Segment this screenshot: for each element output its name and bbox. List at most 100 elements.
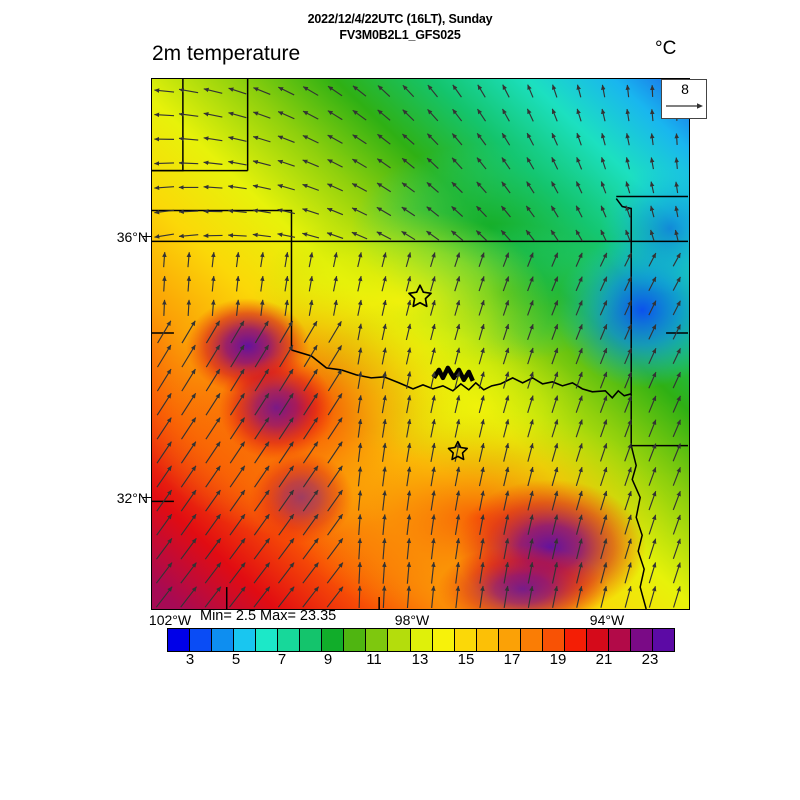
colorbar-swatch[interactable] [410, 629, 433, 651]
wind-vector [648, 562, 657, 584]
colorbar-swatch[interactable] [234, 629, 257, 651]
colorbar-swatch[interactable] [300, 629, 323, 651]
wind-vector [252, 232, 271, 238]
colorbar-swatch[interactable] [388, 629, 411, 651]
wind-vector [527, 419, 534, 438]
axis-label-lat-32: 32°N [116, 490, 148, 506]
wind-vector [476, 205, 487, 218]
wind-vector [210, 299, 216, 316]
wind-vector [302, 586, 320, 608]
wind-vector [430, 418, 436, 438]
wind-vector [575, 300, 583, 316]
wind-vector [381, 418, 387, 438]
wind-vector [303, 393, 319, 416]
colorbar-swatch[interactable] [366, 629, 389, 651]
colorbar-swatch[interactable] [542, 629, 565, 651]
wind-vector [479, 490, 485, 511]
wind-vector [600, 585, 608, 608]
wind-vector [401, 230, 416, 241]
wind-vector [599, 347, 608, 365]
wind-vector [672, 419, 681, 438]
colorbar-swatch[interactable] [256, 629, 279, 651]
colorbar-swatch[interactable] [278, 629, 301, 651]
wind-vector [327, 489, 343, 512]
wind-vector [451, 205, 464, 218]
colorbar-swatch[interactable] [520, 629, 543, 651]
wind-vector [527, 562, 534, 584]
wind-vector [551, 157, 559, 170]
axis-label-lon-98: 98°W [394, 612, 430, 628]
wind-vector [575, 205, 583, 218]
wind-vector [430, 371, 436, 389]
timestamp-label: 2022/12/4/22UTC (16LT), Sunday [307, 12, 493, 26]
wind-vector [648, 490, 657, 511]
temperature-colorbar[interactable] [167, 628, 675, 652]
wind-vector [382, 514, 387, 536]
colorbar-swatch[interactable] [322, 629, 345, 651]
wind-vector [203, 87, 223, 94]
wind-vector [430, 323, 436, 341]
wind-vector [551, 466, 559, 487]
colorbar-swatch[interactable] [586, 629, 609, 651]
wind-vector [181, 320, 196, 344]
wind-vector [178, 136, 199, 142]
wind-vector [478, 323, 485, 341]
colorbar-swatch[interactable] [432, 629, 455, 651]
wind-vector [254, 441, 270, 464]
wind-vector [155, 586, 173, 608]
wind-vector [430, 395, 436, 414]
wind-vector [381, 323, 387, 341]
wind-vector [203, 160, 223, 166]
wind-vector [430, 299, 436, 316]
wind-vector [162, 275, 167, 292]
colorbar-swatch[interactable] [608, 629, 631, 651]
colorbar-swatch[interactable] [454, 629, 477, 651]
wind-vector [551, 562, 559, 584]
colorbar-swatch[interactable] [476, 629, 499, 651]
wind-vector [674, 205, 679, 218]
temperature-field [152, 79, 689, 609]
wind-vector [302, 134, 319, 144]
colorbar-swatch[interactable] [168, 629, 191, 651]
wind-vector [599, 324, 608, 340]
wind-vector [455, 538, 461, 560]
wind-vector [551, 181, 559, 194]
wind-vector [327, 134, 343, 144]
wind-vector [576, 84, 582, 98]
wind-vector [551, 443, 559, 462]
colorbar-swatch[interactable] [653, 629, 675, 651]
wind-vector [430, 514, 436, 535]
colorbar-swatch[interactable] [498, 629, 521, 651]
wind-vector [478, 371, 485, 389]
wind-vector [476, 157, 487, 170]
wind-vector [552, 585, 559, 608]
axis-label-lon-94: 94°W [589, 612, 625, 628]
colorbar-swatch[interactable] [564, 629, 587, 651]
wind-vector [401, 133, 415, 145]
colorbar-swatch[interactable] [344, 629, 367, 651]
wind-vector [672, 562, 681, 584]
wind-vector [625, 229, 631, 242]
wind-vector [156, 513, 173, 536]
wind-vector [600, 514, 608, 535]
wind-vector [254, 417, 270, 440]
wind-vector [277, 586, 295, 608]
colorbar-swatch[interactable] [190, 629, 213, 651]
wind-vector [673, 586, 681, 608]
wind-vector [575, 276, 583, 292]
colorbar-swatch[interactable] [630, 629, 654, 651]
wind-vector [229, 586, 246, 608]
wind-vector [327, 441, 343, 464]
wind-vector [302, 538, 319, 560]
wind-vector [405, 347, 412, 365]
wind-vector [180, 586, 197, 608]
wind-vector [624, 276, 632, 292]
star-marker [408, 284, 432, 308]
colorbar-swatch[interactable] [212, 629, 235, 651]
wind-vector [600, 490, 608, 511]
wind-vector [500, 229, 512, 242]
temperature-map[interactable] [151, 78, 690, 610]
wind-vector [302, 86, 319, 96]
wind-vector [624, 514, 632, 535]
wind-vector [381, 442, 387, 462]
